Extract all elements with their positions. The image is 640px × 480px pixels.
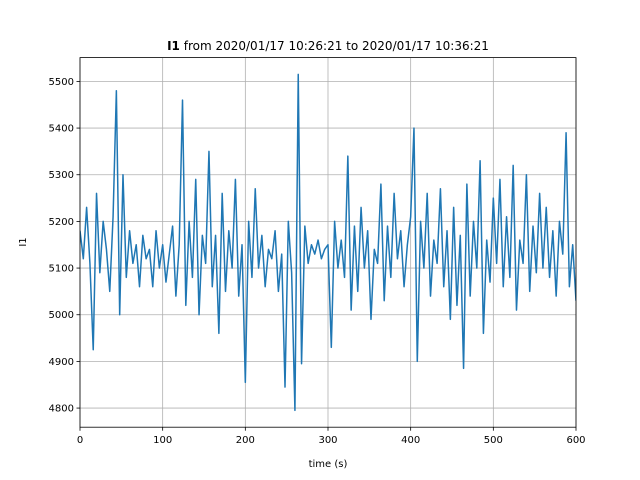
y-tick-label: 4800 <box>49 404 74 415</box>
y-tick-label: 5400 <box>49 124 74 135</box>
title-bold: I1 <box>167 39 180 53</box>
data-line <box>80 73 576 412</box>
y-tick-label: 4900 <box>49 357 74 368</box>
x-tick-label: 500 <box>484 435 503 446</box>
y-tick-label: 5500 <box>49 77 74 88</box>
y-axis-label: I1 <box>18 237 29 246</box>
x-tick-label: 100 <box>153 435 172 446</box>
x-tick-label: 300 <box>318 435 337 446</box>
x-tick-label: 600 <box>566 435 585 446</box>
y-tick-label: 5000 <box>49 310 74 321</box>
title-text: from 2020/01/17 10:26:21 to 2020/01/17 1… <box>184 39 489 53</box>
x-tick-label: 0 <box>77 435 83 446</box>
x-axis-label: time (s) <box>309 459 348 470</box>
x-tick-label: 200 <box>236 435 255 446</box>
plot-frame <box>79 57 577 428</box>
y-tick-label: 5300 <box>49 170 74 181</box>
y-tick-label: 5200 <box>49 217 74 228</box>
x-tick-label: 400 <box>401 435 420 446</box>
chart-title: I1 from 2020/01/17 10:26:21 to 2020/01/1… <box>167 39 489 53</box>
y-tick-label: 5100 <box>49 264 74 275</box>
